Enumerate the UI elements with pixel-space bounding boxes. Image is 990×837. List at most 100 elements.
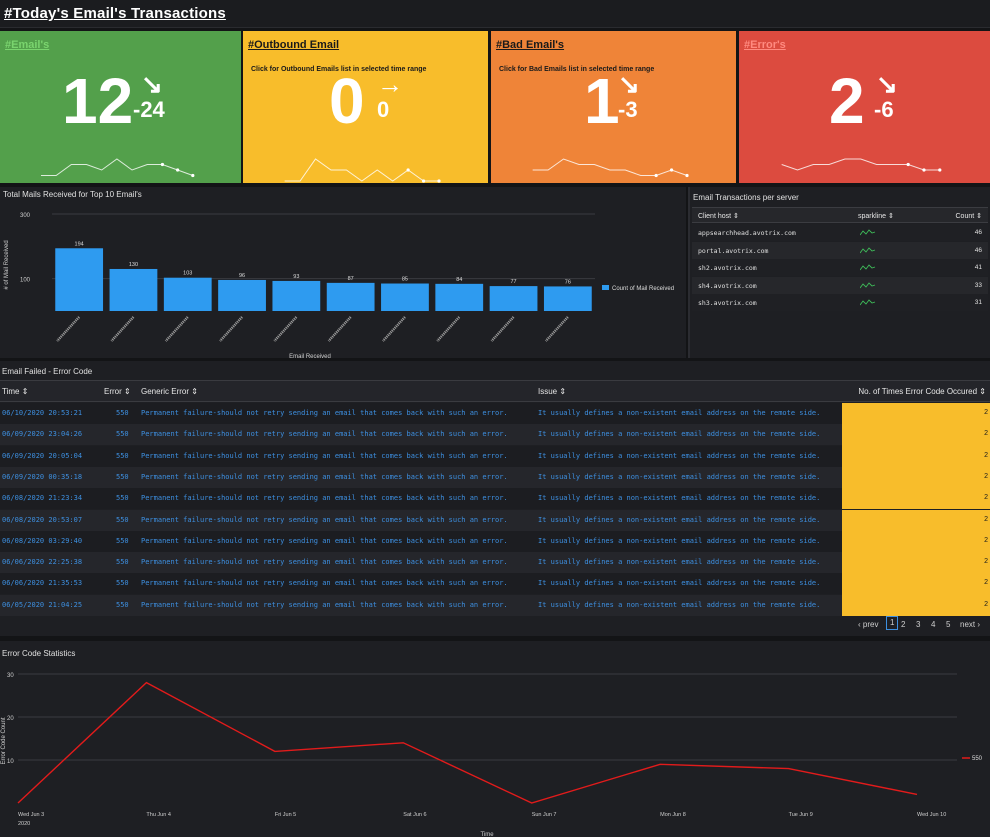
row-generic-error: Permanent failure-should not retry sendi… (141, 600, 508, 609)
row-issue: It usually defines a non-existent email … (538, 472, 821, 481)
sparkline-point (437, 179, 441, 183)
server-row[interactable]: sh2.avotrix.com 41 (692, 259, 988, 276)
server-host: portal.avotrix.com (698, 246, 769, 255)
x-tick-label: Wed Jun 10 (917, 812, 946, 818)
row-sparkline (860, 246, 876, 253)
sparkline-point (669, 168, 674, 172)
column-error[interactable]: Error ⇕ (104, 387, 131, 396)
row-count-cell: 2 (842, 509, 990, 531)
server-row[interactable]: portal.avotrix.com 46 (692, 241, 988, 259)
sparkline-point (160, 162, 165, 167)
y-axis-label: # of Mail Received (4, 240, 10, 289)
y-tick-label: 20 (7, 716, 14, 722)
row-time: 06/06/2020 22:25:38 (2, 558, 83, 567)
server-row[interactable]: sh4.avotrix.com 33 (692, 276, 988, 294)
kpi-outbound-sparkline (284, 158, 441, 183)
kpi-outbound-delta: 0 (377, 97, 390, 122)
y-axis-label: Error Code Count (1, 717, 7, 764)
pager-page[interactable]: 2 (901, 620, 906, 629)
table-row[interactable]: 06/05/2020 21:04:25 550 Permanent failure-… (0, 594, 990, 616)
trend-down-icon: ↘ (618, 69, 640, 99)
kpi-bad-subtitle[interactable]: Click for Bad Emails list in selected ti… (499, 66, 655, 73)
bar-value-label: 93 (293, 274, 299, 280)
row-time: 06/10/2020 20:53:21 (2, 409, 83, 417)
sparkline-point (922, 168, 926, 172)
row-count-cell: 2 (842, 445, 990, 467)
y-tick-label: 300 (20, 213, 31, 219)
row-time: 06/08/2020 03:29:40 (2, 536, 83, 545)
bar-value-label: 103 (183, 271, 192, 277)
row-error-code: 550 (116, 472, 129, 481)
row-count-cell: 2 (842, 594, 990, 616)
row-count-cell: 2 (842, 424, 990, 446)
pager-page[interactable]: 1 (886, 616, 899, 630)
server-row[interactable]: sh3.avotrix.com 31 (692, 294, 988, 311)
x-tick-label (219, 316, 243, 342)
column-client-host[interactable]: Client host ⇕ (698, 213, 739, 220)
table-row[interactable]: 06/06/2020 21:35:53 550 Permanent failure-… (0, 573, 990, 595)
pager-page[interactable]: 5 (946, 620, 951, 629)
row-count-cell: 2 (842, 403, 990, 425)
pager-prev[interactable]: ‹ prev (858, 620, 879, 629)
server-count: 41 (974, 264, 982, 271)
sparkline-path (284, 158, 439, 182)
kpi-bad-delta: -3 (618, 97, 638, 122)
error-stats-panel: Error Code Statistics 30 20 10 Error Code C… (0, 641, 990, 837)
table-row[interactable]: 06/06/2020 22:25:38 550 Permanent failure-… (0, 552, 990, 574)
pager-page[interactable]: 4 (931, 620, 936, 629)
kpi-outbound-subtitle[interactable]: Click for Outbound Emails list in select… (251, 66, 427, 73)
column-sparkline[interactable]: sparkline ⇕ (858, 213, 894, 220)
kpi-errors[interactable]: #Error's 2 ↘ -6 (739, 31, 990, 183)
row-time: 06/06/2020 21:35:53 (2, 579, 83, 588)
trend-flat-icon: → (377, 69, 403, 99)
kpi-bad[interactable]: #Bad Email's Click for Bad Emails list i… (491, 31, 736, 183)
kpi-outbound-title[interactable]: #Outbound Email (248, 39, 340, 51)
error-code-title: Email Failed - Error Code (2, 367, 93, 376)
row-generic-error: Permanent failure-should not retry sendi… (141, 494, 508, 503)
sparkline-path (781, 158, 940, 171)
row-error-code: 550 (116, 600, 129, 609)
column-generic-error[interactable]: Generic Error ⇕ (141, 387, 198, 396)
server-row[interactable]: appsearchhead.avotrix.com 46 (692, 224, 988, 241)
server-host: sh4.avotrix.com (698, 281, 757, 290)
table-row[interactable]: 06/09/2020 20:05:04 550 Permanent failure-… (0, 445, 990, 467)
bar (272, 280, 321, 311)
server-host: sh2.avotrix.com (698, 264, 757, 272)
table-row[interactable]: 06/09/2020 23:04:26 550 Permanent failure-… (0, 424, 990, 446)
table-row[interactable]: 06/08/2020 20:53:07 550 Permanent failure-… (0, 509, 990, 531)
column-issue[interactable]: Issue ⇕ (538, 387, 567, 396)
kpi-bad-title[interactable]: #Bad Email's (496, 39, 565, 51)
top-emails-title: Total Mails Received for Top 10 Email's (3, 190, 142, 199)
x-tick-label (327, 316, 352, 342)
error-table-header: Time ⇕ Error ⇕ Generic Error ⇕ Issue ⇕ N… (0, 380, 990, 402)
sparkline-point (938, 168, 942, 172)
row-count: 2 (984, 494, 988, 502)
row-count-cell: 2 (842, 488, 990, 510)
pager-page[interactable]: 3 (916, 620, 921, 629)
dashboard-title: #Today's Email's Transactions (4, 5, 226, 22)
column-count[interactable]: Count ⇕ (955, 213, 983, 220)
x-tick-label (110, 316, 135, 342)
table-row[interactable]: 06/08/2020 21:23:34 550 Permanent failure-… (0, 488, 990, 510)
pager-next[interactable]: next › (960, 620, 981, 629)
column-error-count[interactable]: No. of Times Error Code Occured ⇕ (858, 387, 986, 396)
kpi-emails-title[interactable]: #Email's (5, 39, 50, 51)
kpi-bad-sparkline (532, 158, 689, 178)
row-issue: It usually defines a non-existent email … (538, 409, 821, 417)
row-error-code: 550 (116, 579, 129, 588)
x-axis-label: Email Received (289, 354, 331, 358)
column-time[interactable]: Time ⇕ (2, 387, 29, 396)
bar (163, 277, 212, 311)
kpi-errors-title[interactable]: #Error's (744, 39, 786, 51)
x-tick-label: Sat Jun 6 (403, 812, 426, 818)
table-row[interactable]: 06/10/2020 20:53:21 550 Permanent failure-… (0, 403, 990, 425)
x-tick-year: 2020 (18, 821, 30, 827)
kpi-emails[interactable]: #Email's 12 ↘ -24 (0, 31, 241, 183)
kpi-outbound[interactable]: #Outbound Email Click for Outbound Email… (243, 31, 488, 183)
sparkline-path (860, 229, 876, 236)
bar-value-label: 194 (75, 241, 84, 247)
kpi-errors-sparkline (781, 158, 942, 172)
table-row[interactable]: 06/09/2020 00:35:18 550 Permanent failure-… (0, 466, 990, 489)
table-row[interactable]: 06/08/2020 03:29:40 550 Permanent failure-… (0, 530, 990, 553)
row-issue: It usually defines a non-existent email … (538, 451, 821, 460)
